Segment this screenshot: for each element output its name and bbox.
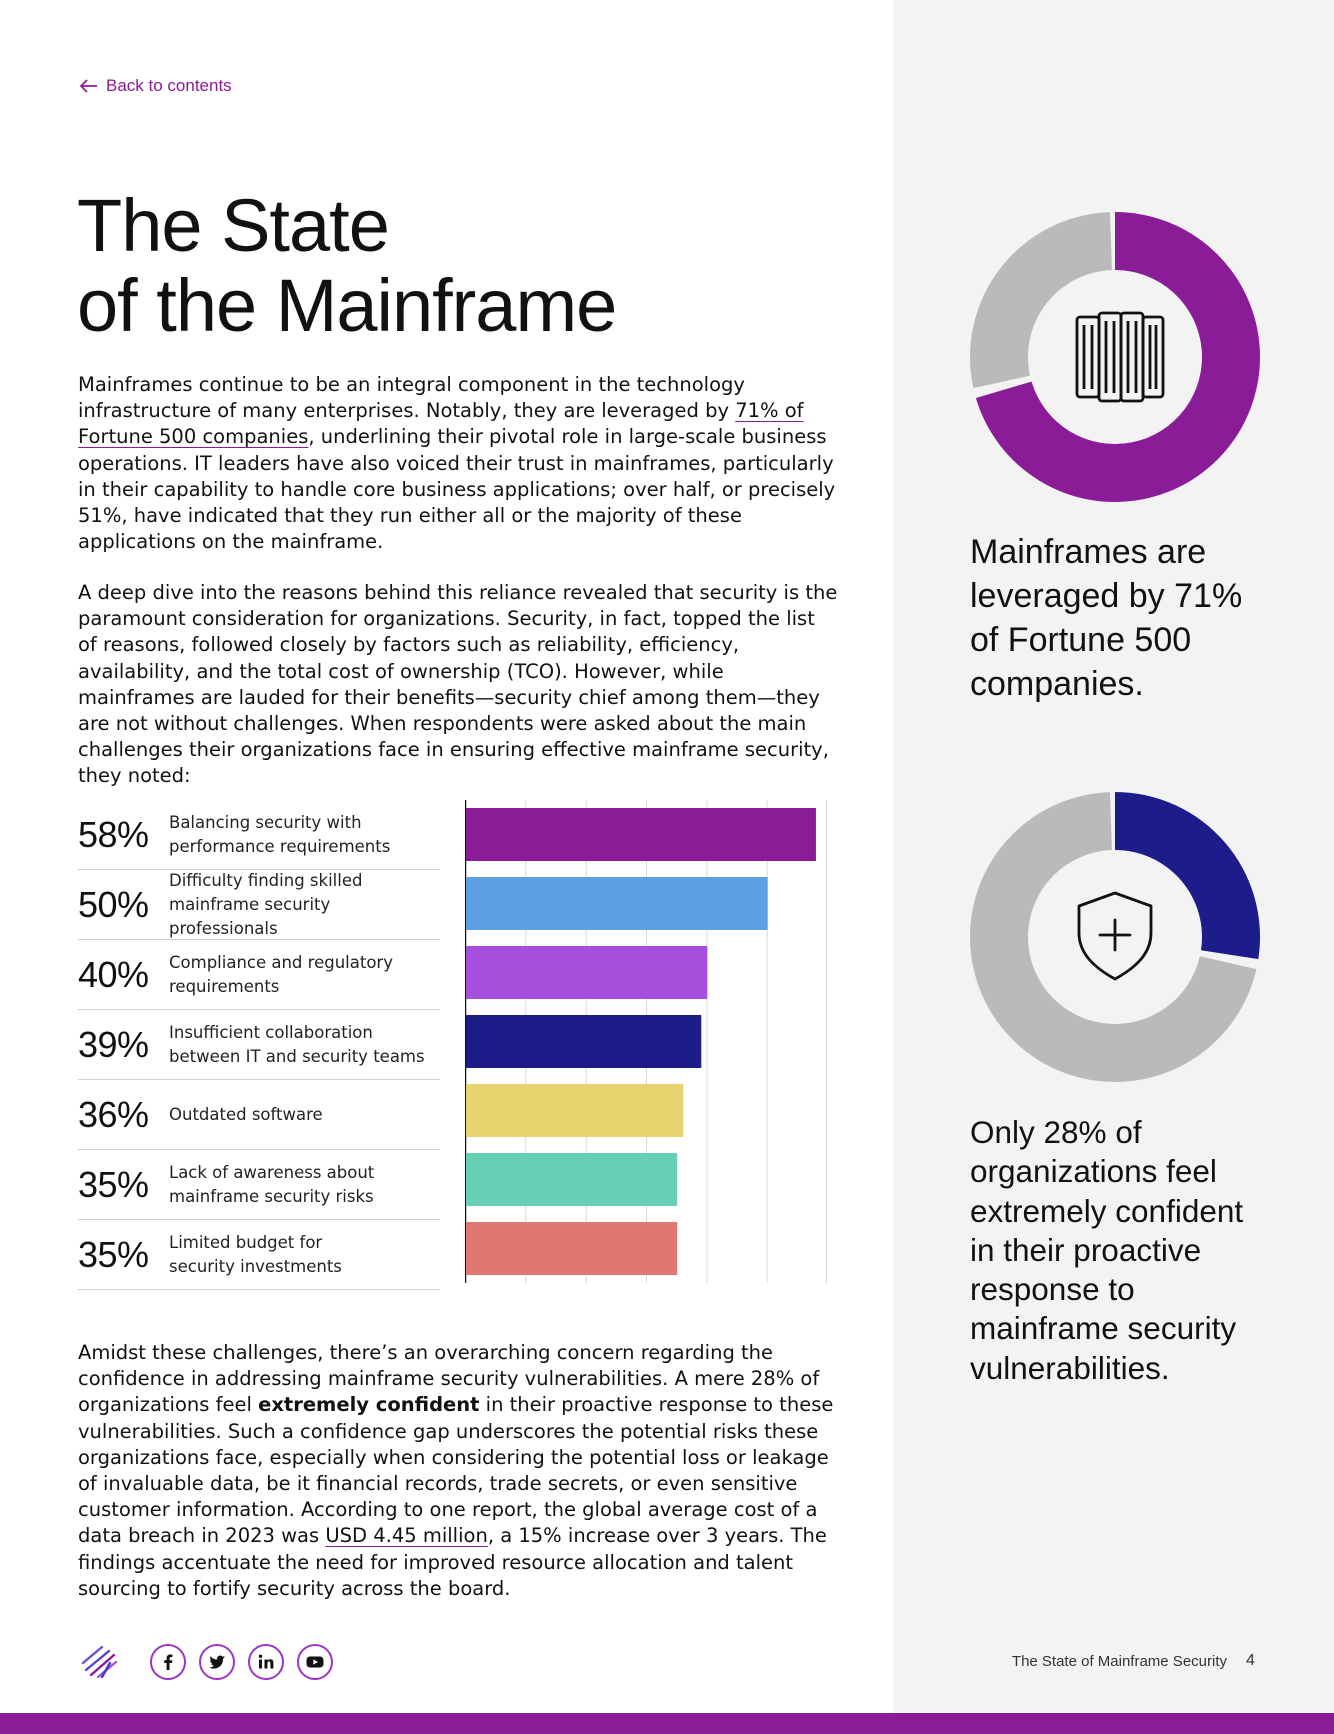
donut-remainder-segment	[970, 212, 1112, 389]
challenge-label: Compliance and regulatory requirements	[169, 952, 393, 996]
challenge-label: Lack of awareness about mainframe securit…	[169, 1162, 375, 1206]
footer-document-title: The State of Mainframe Security	[1011, 1653, 1227, 1670]
stat-2-line: in their proactive	[970, 1231, 1202, 1268]
challenge-row: 40% Compliance and regulatory requirements	[78, 940, 440, 1010]
intro-paragraph: Mainframes continue to be an integral co…	[78, 372, 838, 555]
challenge-rows: 58% Balancing security with performance re…	[78, 800, 440, 1290]
page-title: The State of the Mainframe	[77, 184, 617, 347]
page-title-line-1: The State	[77, 184, 390, 267]
stat-2-line: response to	[970, 1271, 1135, 1308]
twitter-icon	[209, 1655, 225, 1669]
challenge-percent: 58%	[78, 814, 149, 855]
challenge-percent: 40%	[78, 954, 149, 995]
conclusion-text-start: Amidst these challenges, there’s an over…	[78, 1341, 820, 1417]
stat-2-line: Only 28% of	[970, 1114, 1142, 1150]
challenge-percent: 35%	[78, 1164, 149, 1205]
challenge-row: 58% Balancing security with performance re…	[78, 800, 440, 870]
page-number: 4	[1246, 1652, 1255, 1669]
stat-2-line: extremely confident	[970, 1192, 1244, 1229]
conclusion-text-end: , a 15% increase over 3 years. The findi…	[78, 1524, 827, 1600]
stat-1-line: of Fortune 500	[970, 621, 1192, 659]
challenge-label: Insufficient collaboration between IT and…	[169, 1022, 425, 1066]
arrow-left-icon	[80, 79, 97, 93]
challenge-row: 39% Insufficient collaboration between IT …	[78, 1010, 440, 1080]
fortune-500-donut-chart	[970, 212, 1260, 502]
twitter-button[interactable]	[199, 1644, 235, 1680]
challenge-label: Limited budget for security investments	[169, 1232, 342, 1276]
stat-2-line: organizations feel	[970, 1153, 1217, 1190]
intro-text-start: Mainframes continue to be an integral co…	[78, 373, 745, 423]
linkedin-button[interactable]	[248, 1644, 284, 1680]
fortune-500-stat-text: Mainframes are leveraged by 71% of Fortu…	[970, 530, 1270, 706]
challenge-label: Balancing security with performance requi…	[169, 812, 391, 856]
shield-plus-icon	[1077, 891, 1153, 981]
challenge-row: 35% Lack of awareness about mainframe secu…	[78, 1150, 440, 1220]
challenge-bar	[466, 808, 816, 861]
challenge-bar	[466, 1222, 678, 1275]
youtube-icon	[306, 1656, 324, 1668]
stat-2-line: vulnerabilities.	[970, 1349, 1170, 1386]
challenges-chart: 58% Balancing security with performance re…	[78, 800, 838, 1290]
facebook-button[interactable]	[150, 1644, 186, 1680]
facebook-icon	[164, 1654, 173, 1670]
back-to-contents-link[interactable]: Back to contents	[80, 76, 232, 96]
challenge-row: 36% Outdated software	[78, 1080, 440, 1150]
company-logo-icon	[81, 1645, 118, 1679]
fortune-500-link[interactable]: 71% of Fortune 500 companies	[78, 399, 804, 449]
challenge-bar	[466, 877, 768, 930]
reasons-paragraph: A deep dive into the reasons behind this…	[78, 581, 838, 788]
donut-highlight-segment	[975, 212, 1260, 502]
youtube-button[interactable]	[297, 1644, 333, 1680]
challenge-label: Difficulty finding skilled mainframe secu…	[169, 870, 363, 938]
challenge-percent: 35%	[78, 1234, 149, 1275]
challenge-bar	[466, 1153, 678, 1206]
extremely-confident-emphasis: extremely confident	[258, 1393, 480, 1417]
challenge-row: 35% Limited budget for security investment…	[78, 1220, 440, 1290]
page-title-line-2: of the Mainframe	[77, 264, 617, 347]
stat-1-line: companies.	[970, 665, 1144, 703]
challenge-label: Outdated software	[169, 1104, 323, 1124]
donut-highlight-segment	[1115, 792, 1260, 960]
challenge-percent: 50%	[78, 884, 149, 925]
challenge-bar	[466, 1084, 684, 1137]
conclusion-paragraph: Amidst these challenges, there’s an over…	[78, 1340, 838, 1602]
donut-remainder-segment	[970, 792, 1257, 1082]
linkedin-icon	[258, 1654, 274, 1669]
stat-1-line: Mainframes are	[970, 533, 1207, 571]
challenge-percent: 36%	[78, 1094, 149, 1135]
challenge-bar	[466, 946, 708, 999]
data-breach-cost-link[interactable]: USD 4.45 million	[325, 1524, 488, 1548]
sidebar-panel	[893, 0, 1334, 1713]
confidence-donut-chart	[970, 792, 1260, 1082]
conclusion-text-middle: in their proactive response to these vul…	[78, 1393, 834, 1548]
mainframe-server-icon	[1075, 311, 1165, 403]
confidence-stat-text: Only 28% of organizations feel extremely…	[970, 1113, 1270, 1388]
stat-2-line: mainframe security	[970, 1310, 1237, 1347]
back-to-contents-label: Back to contents	[106, 76, 232, 95]
intro-text-end: , underlining their pivotal role in larg…	[78, 425, 836, 554]
bottom-accent-bar	[0, 1713, 1334, 1734]
challenge-percent: 39%	[78, 1024, 149, 1065]
challenge-bars	[465, 800, 827, 1283]
challenge-row: 50% Difficulty finding skilled mainframe s…	[78, 870, 440, 940]
challenge-bar	[466, 1015, 702, 1068]
stat-1-line: leveraged by 71%	[970, 577, 1243, 615]
